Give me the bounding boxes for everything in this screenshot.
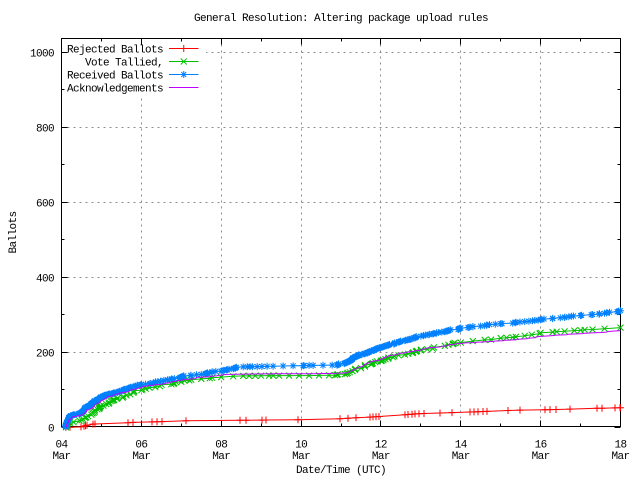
svg-text:Mar: Mar <box>52 451 70 463</box>
svg-text:Mar: Mar <box>532 451 550 463</box>
svg-text:18: 18 <box>614 440 626 452</box>
svg-text:Vote Tallied,: Vote Tallied, <box>85 58 163 70</box>
svg-text:Received Ballots: Received Ballots <box>67 71 163 83</box>
svg-text:Ballots: Ballots <box>8 211 20 253</box>
svg-text:14: 14 <box>455 440 468 452</box>
svg-text:04: 04 <box>55 440 68 452</box>
svg-text:200: 200 <box>36 348 54 360</box>
svg-text:0: 0 <box>48 423 54 435</box>
svg-text:Acknowledgements: Acknowledgements <box>67 84 163 96</box>
svg-text:10: 10 <box>295 440 307 452</box>
svg-text:12: 12 <box>375 440 387 452</box>
svg-text:600: 600 <box>36 198 54 210</box>
svg-text:Mar: Mar <box>212 451 230 463</box>
svg-text:1000: 1000 <box>30 48 54 60</box>
svg-text:Mar: Mar <box>452 451 470 463</box>
svg-text:08: 08 <box>215 440 227 452</box>
svg-text:Mar: Mar <box>611 451 629 463</box>
svg-text:16: 16 <box>535 440 547 452</box>
svg-text:Mar: Mar <box>372 451 390 463</box>
svg-text:General Resolution: Altering p: General Resolution: Altering package upl… <box>194 13 488 25</box>
svg-text:06: 06 <box>135 440 147 452</box>
svg-text:Rejected Ballots: Rejected Ballots <box>67 45 163 57</box>
svg-text:Mar: Mar <box>132 451 150 463</box>
svg-text:Date/Time (UTC): Date/Time (UTC) <box>296 465 386 477</box>
svg-text:400: 400 <box>36 273 54 285</box>
svg-text:800: 800 <box>36 123 54 135</box>
svg-text:Mar: Mar <box>292 451 310 463</box>
